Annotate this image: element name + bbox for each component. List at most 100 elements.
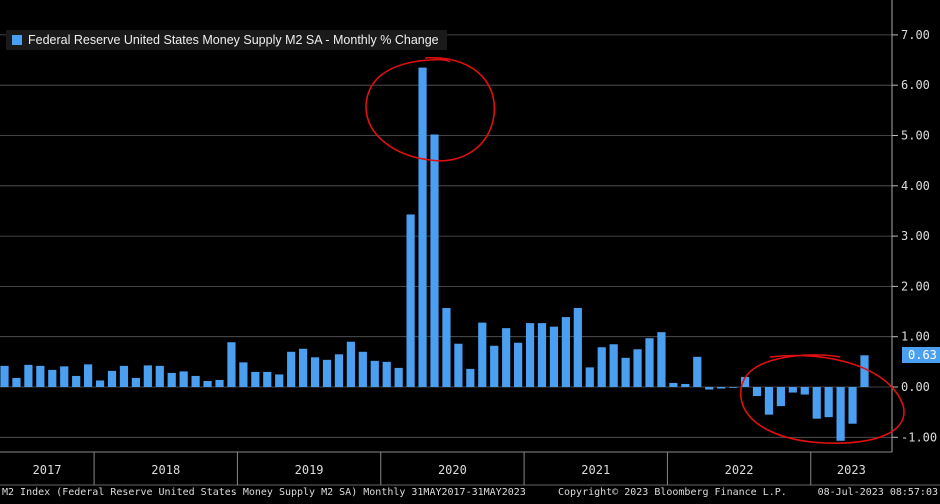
bar	[310, 357, 320, 387]
bar	[549, 326, 559, 387]
bar	[131, 377, 140, 387]
bar	[740, 376, 750, 387]
bar	[215, 379, 224, 387]
gridlines	[0, 34, 892, 438]
bar	[585, 367, 594, 387]
bar	[681, 383, 690, 387]
y-tick-label: -1.00	[901, 430, 937, 444]
legend-label: Federal Reserve United States Money Supp…	[28, 33, 439, 47]
bar	[346, 341, 355, 387]
annotations	[365, 57, 905, 444]
bar	[24, 364, 33, 387]
bar	[334, 354, 344, 387]
bar	[442, 308, 451, 387]
bar	[251, 371, 260, 387]
bar	[645, 338, 654, 387]
bar	[621, 357, 630, 387]
bar	[167, 372, 176, 387]
bar	[657, 332, 666, 387]
year-label: 2021	[581, 463, 610, 477]
bar	[382, 361, 391, 387]
y-tick-label: 6.00	[901, 78, 930, 92]
bar	[275, 374, 284, 387]
footer-copyright: Copyright© 2023 Bloomberg Finance L.P.	[558, 487, 787, 498]
bar	[72, 375, 81, 387]
bar	[537, 323, 547, 387]
bar-series	[0, 67, 869, 441]
last-value-label: 0.63	[902, 347, 940, 364]
bar	[203, 380, 212, 387]
bar	[239, 362, 248, 387]
bar	[119, 365, 129, 387]
bar	[406, 214, 415, 387]
year-label: 2017	[33, 463, 62, 477]
bar	[561, 317, 570, 387]
y-tick-label: 7.00	[901, 28, 930, 42]
bar	[84, 364, 93, 387]
bar	[418, 67, 427, 387]
bar	[155, 365, 164, 387]
legend-swatch	[12, 35, 22, 45]
year-label: 2023	[837, 463, 866, 477]
y-tick-label: 3.00	[901, 229, 930, 243]
bar	[36, 365, 45, 387]
y-tick-label: 0.00	[901, 380, 930, 394]
bar	[717, 387, 726, 389]
bar	[812, 387, 821, 419]
bar	[454, 343, 463, 387]
bar	[860, 355, 869, 387]
y-tick-label: 5.00	[901, 129, 930, 143]
bar	[824, 387, 833, 418]
bar	[107, 370, 117, 387]
year-label: 2020	[438, 463, 467, 477]
bar	[358, 351, 367, 387]
y-tick-label: 4.00	[901, 179, 930, 193]
bar	[179, 371, 188, 387]
bar	[669, 382, 678, 387]
bar	[466, 368, 475, 387]
footer-ticker: M2 Index (Federal Reserve United States …	[2, 487, 526, 498]
bar	[752, 387, 762, 397]
red-circle-2020-spike	[365, 57, 496, 162]
footer-timestamp: 08-Jul-2023 08:57:03	[817, 487, 938, 498]
bar	[191, 375, 200, 387]
legend: Federal Reserve United States Money Supp…	[6, 30, 447, 50]
bar	[322, 359, 332, 387]
bar	[12, 377, 21, 387]
bar	[514, 342, 523, 387]
bar	[693, 356, 702, 387]
bar	[263, 371, 272, 387]
year-label: 2019	[295, 463, 324, 477]
bar	[60, 366, 69, 387]
bar	[143, 365, 152, 387]
bar	[287, 351, 296, 387]
bar	[299, 348, 308, 387]
bar	[95, 380, 105, 387]
bar	[370, 360, 379, 387]
y-tick-label: 2.00	[901, 279, 930, 293]
year-label: 2022	[725, 463, 754, 477]
y-tick-label: 1.00	[901, 330, 930, 344]
bar	[525, 323, 535, 387]
bar	[609, 344, 618, 387]
bar	[633, 349, 642, 387]
y-axis: 7.00 6.00 5.00 4.00 3.00 2.00 1.00 0.00 -1.00	[891, 0, 937, 452]
bar	[48, 369, 57, 387]
year-label: 2018	[151, 463, 180, 477]
bar	[430, 134, 439, 387]
bar	[573, 308, 582, 387]
bar	[836, 387, 845, 441]
bar	[729, 387, 738, 388]
bar	[227, 342, 236, 387]
bar	[0, 365, 9, 387]
bar	[394, 367, 403, 387]
bar	[705, 387, 714, 390]
red-circle-2022-2023-negative	[740, 354, 905, 444]
bar	[490, 345, 499, 387]
bar	[502, 328, 511, 387]
bar	[764, 387, 774, 415]
bar	[800, 387, 809, 395]
bar	[776, 387, 785, 407]
bar	[788, 387, 797, 393]
